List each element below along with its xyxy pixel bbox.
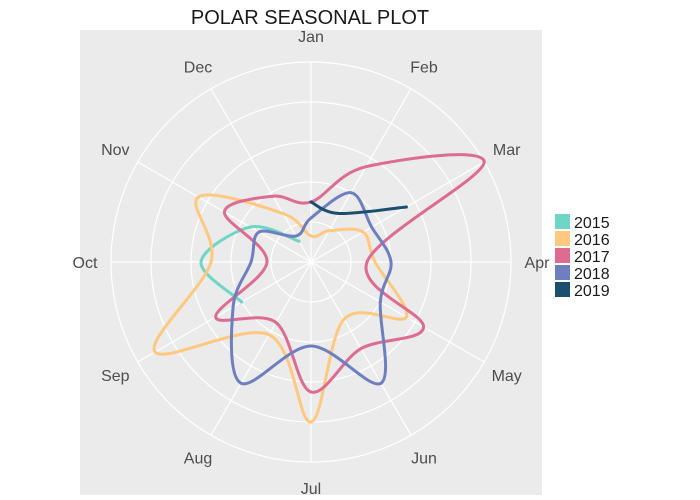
month-label-feb: Feb bbox=[410, 59, 438, 76]
legend-label-2016: 2016 bbox=[574, 232, 610, 249]
month-label-sep: Sep bbox=[101, 368, 130, 385]
data-point-2016-mar bbox=[361, 230, 365, 234]
data-point-2016-jan bbox=[309, 234, 313, 238]
grid bbox=[110, 61, 512, 463]
data-point-2017-jul bbox=[309, 390, 313, 394]
data-point-2015-oct bbox=[199, 260, 203, 264]
data-point-2015-dec bbox=[297, 239, 301, 243]
data-point-2016-feb bbox=[327, 229, 331, 233]
data-point-2018-may bbox=[378, 300, 382, 304]
legend-swatch-2017 bbox=[555, 248, 570, 263]
series-line-2015 bbox=[199, 225, 301, 304]
data-point-2017-jun bbox=[359, 347, 363, 351]
month-label-nov: Nov bbox=[101, 142, 129, 159]
month-label-jul: Jul bbox=[301, 481, 321, 498]
data-point-2016-dec bbox=[281, 212, 285, 215]
month-label-dec: Dec bbox=[184, 59, 212, 76]
month-label-may: May bbox=[492, 368, 522, 385]
grid-spoke bbox=[210, 88, 312, 263]
month-label-jan: Jan bbox=[298, 29, 324, 46]
month-label-jun: Jun bbox=[411, 451, 437, 468]
data-point-2015-sep bbox=[240, 300, 244, 304]
data-point-2018-dec bbox=[294, 234, 298, 238]
data-point-2017-dec bbox=[271, 194, 275, 198]
data-point-2018-oct bbox=[249, 260, 253, 264]
data-point-2017-nov bbox=[222, 210, 226, 214]
grid-spoke bbox=[310, 88, 412, 263]
data-point-2018-feb bbox=[349, 191, 353, 195]
data-point-2018-nov bbox=[257, 230, 261, 234]
data-point-2018-jan bbox=[309, 216, 313, 220]
series-layer bbox=[152, 153, 486, 424]
month-label-mar: Mar bbox=[493, 142, 521, 159]
data-point-2016-jul bbox=[309, 420, 313, 424]
data-point-2018-jun bbox=[379, 381, 383, 385]
legend-label-2015: 2015 bbox=[574, 215, 610, 232]
legend-swatch-2019 bbox=[555, 282, 570, 297]
legend-label-2017: 2017 bbox=[574, 249, 610, 266]
grid-spoke bbox=[310, 261, 485, 363]
data-point-2017-may bbox=[422, 325, 426, 329]
grid-spoke bbox=[310, 161, 485, 263]
data-point-2017-oct bbox=[265, 260, 269, 264]
data-point-2019-feb bbox=[337, 212, 341, 215]
data-point-2015-nov bbox=[248, 225, 252, 229]
data-point-2017-sep bbox=[214, 315, 218, 319]
legend-swatch-2018 bbox=[555, 265, 570, 280]
grid-spoke bbox=[137, 261, 312, 363]
data-point-2018-mar bbox=[370, 225, 374, 229]
data-point-2019-jan bbox=[309, 200, 313, 204]
data-point-2017-mar bbox=[482, 160, 486, 164]
month-label-oct: Oct bbox=[73, 255, 98, 272]
series-line-2017 bbox=[214, 153, 486, 394]
data-point-2016-oct bbox=[209, 260, 213, 264]
legend-label-2019: 2019 bbox=[574, 283, 610, 300]
data-point-2016-jun bbox=[342, 317, 346, 321]
chart-title: POLAR SEASONAL PLOT bbox=[191, 7, 429, 29]
data-point-2018-aug bbox=[239, 381, 243, 385]
legend-label-2018: 2018 bbox=[574, 266, 610, 283]
data-point-2017-apr bbox=[365, 260, 369, 264]
data-point-2016-nov bbox=[196, 195, 200, 199]
data-point-2018-sep bbox=[231, 305, 235, 309]
data-point-2016-may bbox=[404, 315, 408, 319]
month-labels: Jan Feb Mar Apr May Jun Jul Aug Sep Oct Nov Dec bbox=[73, 29, 551, 498]
month-label-apr: Apr bbox=[525, 255, 551, 272]
legend-swatch-2016 bbox=[555, 231, 570, 246]
data-point-2016-apr bbox=[373, 260, 377, 264]
data-point-2016-aug bbox=[267, 333, 271, 337]
data-point-2017-feb bbox=[364, 165, 368, 169]
legend-swatch-2015 bbox=[555, 214, 570, 229]
grid-spoke bbox=[210, 261, 312, 436]
data-point-2019-mar bbox=[404, 205, 408, 209]
data-point-2017-aug bbox=[274, 321, 278, 325]
data-point-2018-jul bbox=[309, 344, 313, 348]
data-point-2016-sep bbox=[153, 350, 157, 354]
month-label-aug: Aug bbox=[184, 451, 212, 468]
data-point-2018-apr bbox=[389, 260, 393, 264]
